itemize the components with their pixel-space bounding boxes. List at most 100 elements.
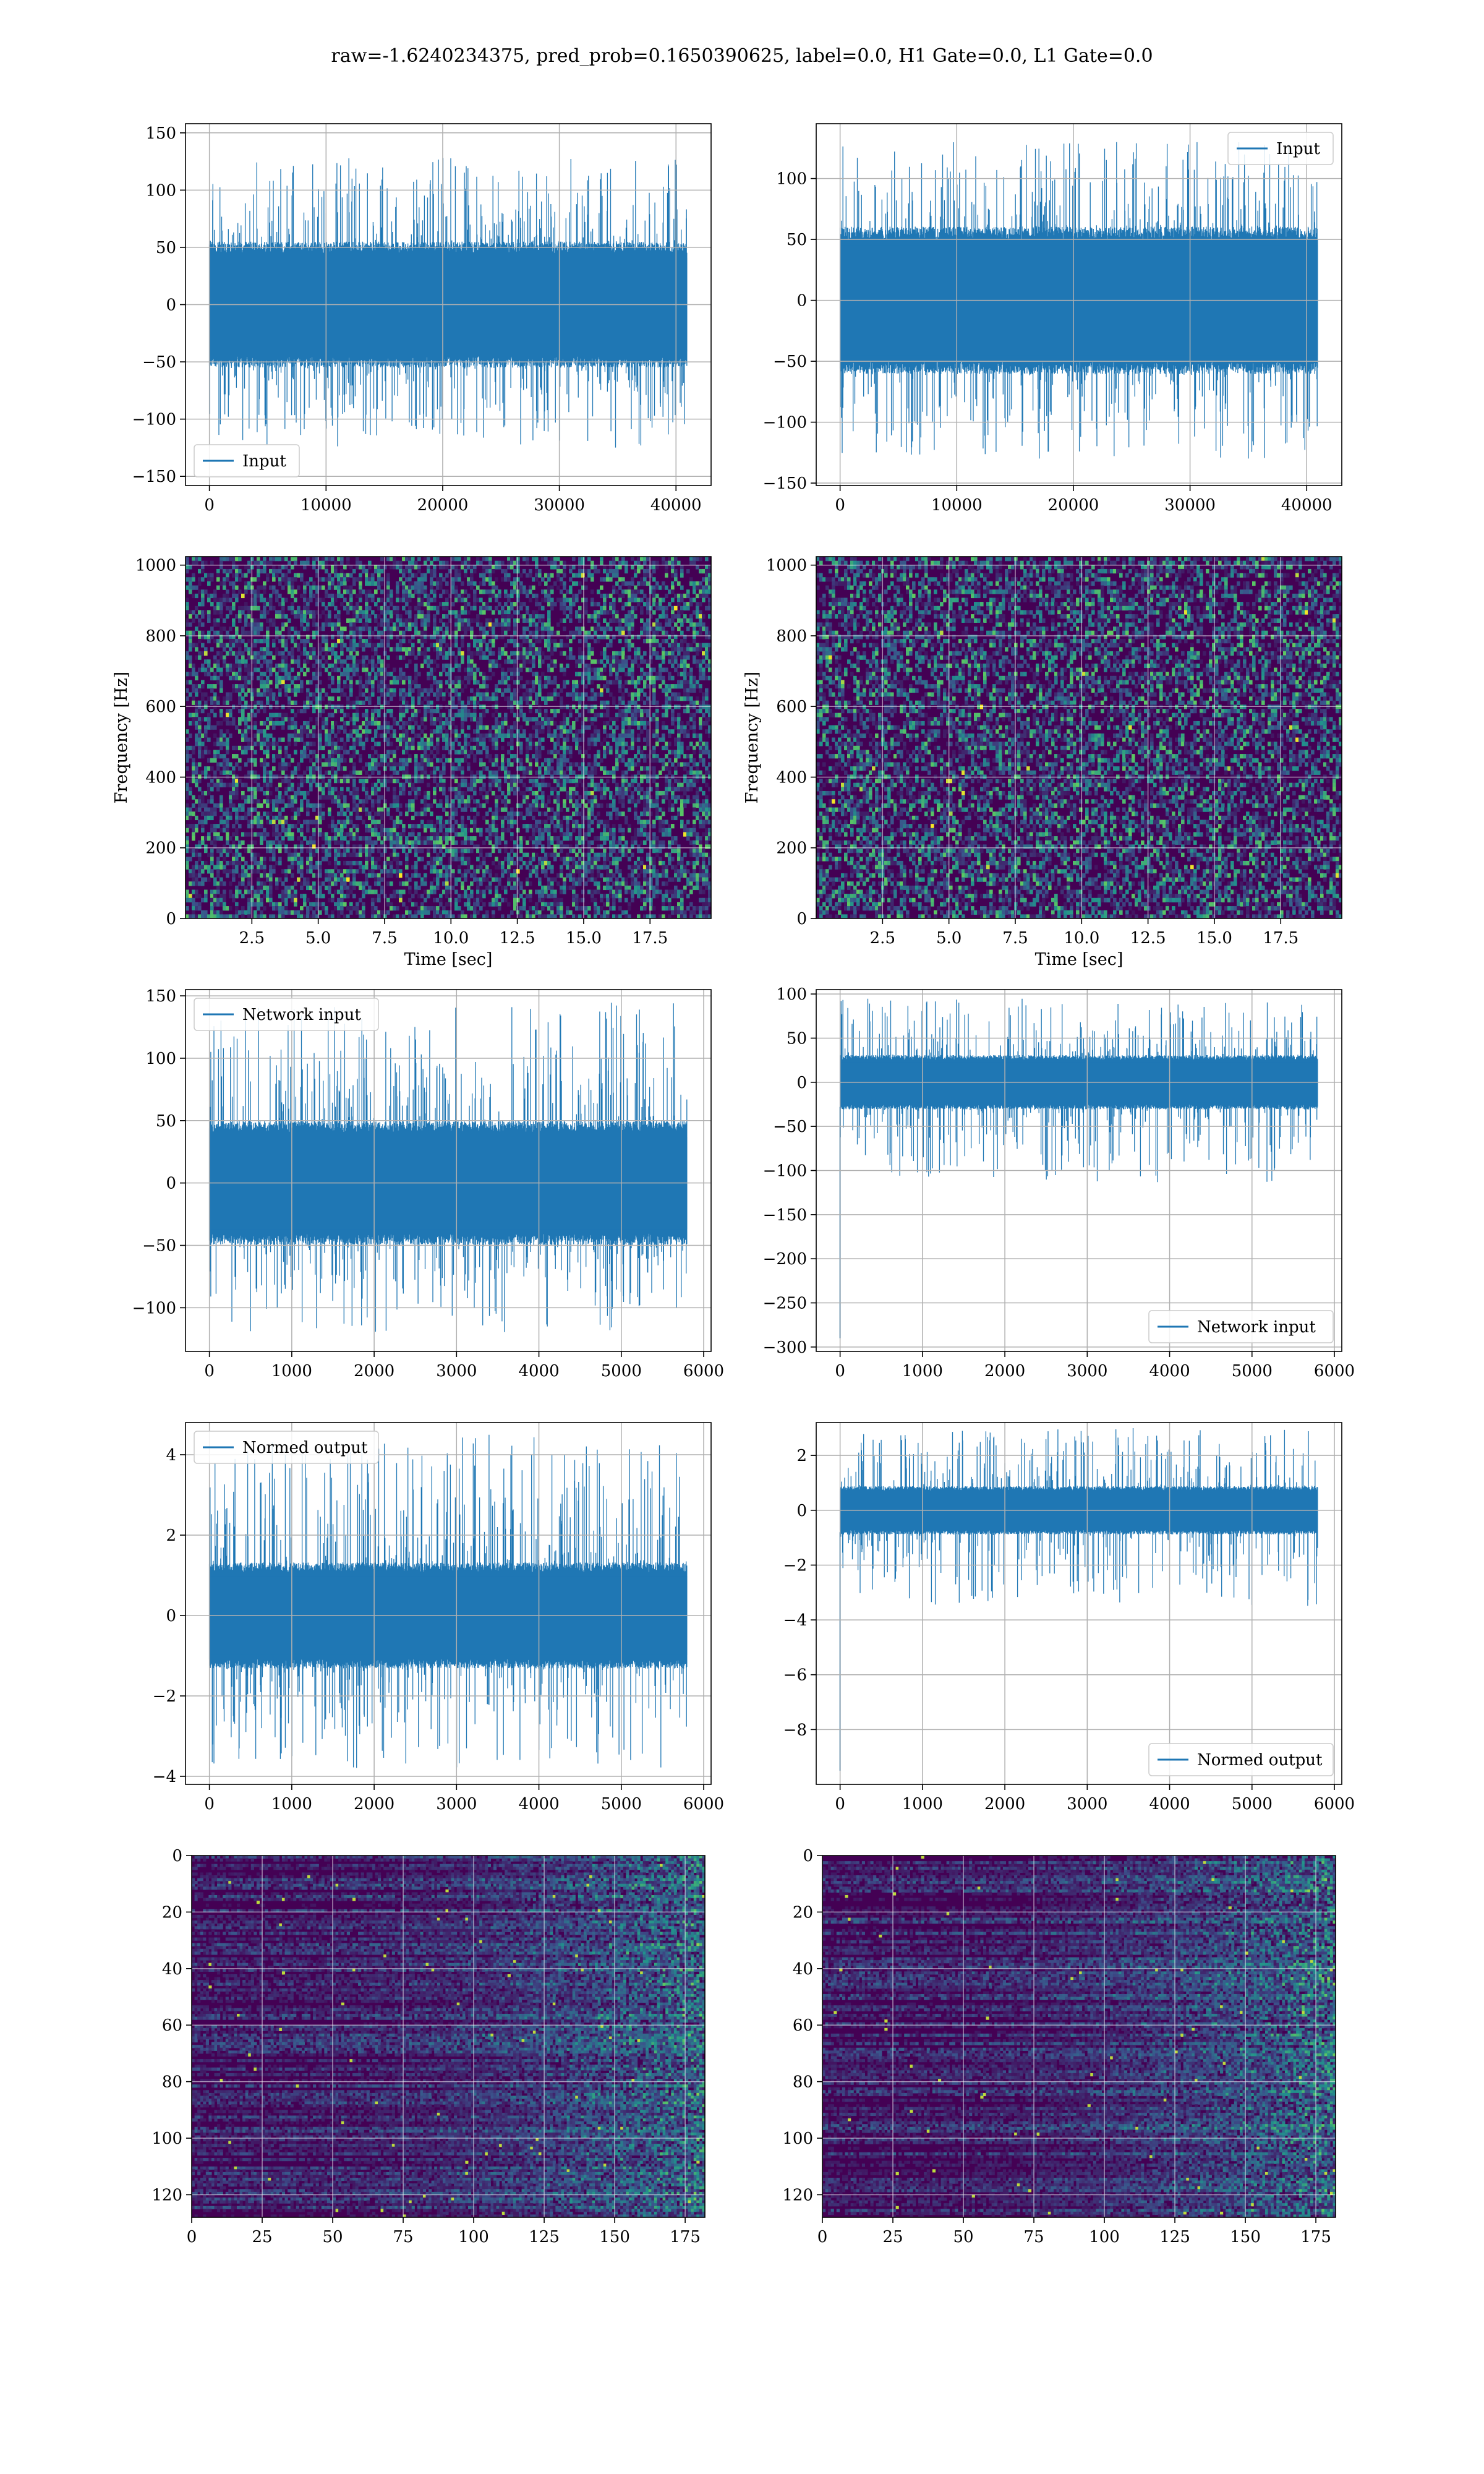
y-tick-label: 0 bbox=[796, 292, 807, 310]
y-tick-label: 40 bbox=[162, 1960, 182, 1979]
legend-box bbox=[1227, 132, 1334, 165]
x-tick-label: 150 bbox=[1230, 2228, 1261, 2246]
x-tick-label: 3000 bbox=[1067, 1362, 1107, 1380]
x-tick-label: 17.5 bbox=[632, 929, 668, 948]
x-tick-label: 0 bbox=[835, 1362, 845, 1380]
panel-h1-normed-output: 0 1000 2000 3000 4000 5000 6000 −4 −2 0 2 4 Normed o… bbox=[153, 1422, 724, 1813]
x-tick-label: 75 bbox=[1023, 2228, 1044, 2246]
x-tick-label: 20000 bbox=[1048, 496, 1099, 515]
axes-frame bbox=[185, 989, 712, 1352]
y-tick-label: 0 bbox=[796, 1074, 807, 1092]
x-tick-label: 30000 bbox=[534, 496, 585, 515]
panel-l1-feature-map: 0 25 50 75 100 125 150 175 0 20 40 60 80 100 120 bbox=[782, 1847, 1336, 2246]
y-tick-label: 50 bbox=[787, 231, 807, 249]
y-tick-label: 80 bbox=[793, 2073, 813, 2092]
x-tick-label: 4000 bbox=[1149, 1362, 1190, 1380]
x-tick-label: 2000 bbox=[354, 1795, 394, 1813]
x-tick-label: 5000 bbox=[601, 1362, 642, 1380]
x-tick-label: 40000 bbox=[1281, 496, 1333, 515]
x-tick-label: 100 bbox=[1089, 2228, 1120, 2246]
y-tick-label: 1000 bbox=[135, 557, 176, 575]
y-tick-label: 0 bbox=[166, 910, 176, 928]
x-tick-label: 1000 bbox=[902, 1362, 943, 1380]
x-tick-label: 2000 bbox=[984, 1795, 1025, 1813]
plot-content bbox=[186, 557, 711, 918]
x-tick-label: 0 bbox=[187, 2228, 197, 2246]
x-tick-label: 5.0 bbox=[936, 929, 962, 948]
y-tick-label: 100 bbox=[776, 985, 807, 1004]
y-tick-label: 200 bbox=[776, 839, 807, 858]
x-tick-label: 15.0 bbox=[1196, 929, 1232, 948]
y-axis-label: Frequency [Hz] bbox=[112, 672, 131, 803]
y-tick-label: 0 bbox=[796, 910, 807, 928]
y-tick-label: 4 bbox=[166, 1446, 176, 1465]
y-tick-label: 1000 bbox=[766, 557, 807, 575]
y-tick-label: 600 bbox=[776, 698, 807, 716]
y-tick-label: 150 bbox=[145, 124, 176, 143]
y-tick-label: 0 bbox=[166, 296, 176, 315]
x-tick-label: 40000 bbox=[650, 496, 702, 515]
legend: Network input bbox=[194, 998, 379, 1031]
x-tick-label: 3000 bbox=[436, 1362, 477, 1380]
x-tick-label: 7.5 bbox=[372, 929, 397, 948]
legend: Network input bbox=[1148, 1310, 1334, 1343]
axes-frame bbox=[191, 1855, 706, 2218]
plot-content bbox=[822, 1856, 1336, 2217]
legend-label: Input bbox=[242, 452, 286, 471]
y-tick-label: 120 bbox=[151, 2186, 182, 2204]
x-tick-label: 1000 bbox=[271, 1362, 312, 1380]
axes-frame bbox=[816, 556, 1342, 919]
y-tick-label: 60 bbox=[162, 2016, 182, 2035]
y-tick-label: 150 bbox=[145, 987, 176, 1006]
x-tick-label: 6000 bbox=[683, 1362, 724, 1380]
y-tick-label: 800 bbox=[776, 627, 807, 646]
y-tick-label: −50 bbox=[773, 353, 807, 371]
y-tick-label: 50 bbox=[156, 1112, 176, 1131]
legend-label: Network input bbox=[242, 1006, 361, 1024]
x-tick-label: 30000 bbox=[1164, 496, 1216, 515]
legend-box bbox=[1148, 1310, 1334, 1343]
x-tick-label: 100 bbox=[458, 2228, 489, 2246]
panel-l1-network-input: 0 1000 2000 3000 4000 5000 6000−300−250−200−15… bbox=[763, 985, 1355, 1380]
panel-h1-spectrogram: 2.5 5.0 7.5 10.0 12.5 15.0 17.5 0 200 400 600 800 10… bbox=[112, 556, 712, 969]
axes-frame bbox=[816, 123, 1342, 486]
panel-l1-normed-output: 0 1000 2000 3000 4000 5000 6000 −8 −6 −4 −2 0 2 Norme… bbox=[783, 1422, 1355, 1813]
x-tick-label: 125 bbox=[529, 2228, 560, 2246]
x-tick-label: 3000 bbox=[1067, 1795, 1107, 1813]
y-tick-label: 20 bbox=[793, 1903, 813, 1922]
y-tick-label: −100 bbox=[763, 1162, 807, 1181]
x-tick-label: 15.0 bbox=[566, 929, 602, 948]
x-tick-label: 10.0 bbox=[1064, 929, 1099, 948]
x-tick-label: 20000 bbox=[417, 496, 469, 515]
panel-l1-spectrogram: 2.5 5.0 7.5 10.0 12.5 15.0 17.5 0 200 400 600 800 10… bbox=[743, 556, 1342, 969]
y-tick-label: 50 bbox=[156, 239, 176, 257]
y-tick-label: 0 bbox=[796, 1502, 807, 1520]
x-tick-label: 10000 bbox=[931, 496, 983, 515]
panel-h1-network-input: 0 1000 2000 3000 4000 5000 6000 −100 −50 0 50 100 15… bbox=[132, 987, 725, 1380]
y-tick-label: −100 bbox=[763, 414, 807, 432]
y-tick-label: 100 bbox=[151, 2129, 182, 2148]
x-tick-label: 5000 bbox=[1232, 1795, 1273, 1813]
x-tick-label: 75 bbox=[393, 2228, 413, 2246]
x-tick-label: 150 bbox=[599, 2228, 630, 2246]
y-tick-label: −4 bbox=[153, 1768, 176, 1786]
x-tick-label: 4000 bbox=[1149, 1795, 1190, 1813]
y-tick-label: 40 bbox=[793, 1960, 813, 1979]
axes-frame bbox=[185, 1422, 712, 1785]
y-tick-label: 400 bbox=[145, 768, 176, 787]
plot-area bbox=[816, 1423, 1342, 1784]
y-tick-label: −6 bbox=[783, 1666, 807, 1685]
y-tick-label: −150 bbox=[132, 468, 176, 486]
legend-label: Normed output bbox=[242, 1439, 368, 1457]
y-tick-label: 0 bbox=[166, 1607, 176, 1625]
x-tick-label: 0 bbox=[204, 496, 215, 515]
y-tick-label: 200 bbox=[145, 839, 176, 858]
panel-h1-input: 0 10000 20000 30000 40000 −150 −100 −50 0 50 100 15… bbox=[132, 123, 712, 515]
x-tick-label: 0 bbox=[204, 1795, 215, 1813]
axes-frame bbox=[185, 556, 712, 919]
x-tick-label: 4000 bbox=[518, 1362, 559, 1380]
y-tick-label: 100 bbox=[145, 181, 176, 200]
legend-label: Network input bbox=[1197, 1318, 1316, 1337]
y-tick-label: −2 bbox=[783, 1556, 807, 1575]
y-tick-label: −100 bbox=[132, 411, 176, 429]
